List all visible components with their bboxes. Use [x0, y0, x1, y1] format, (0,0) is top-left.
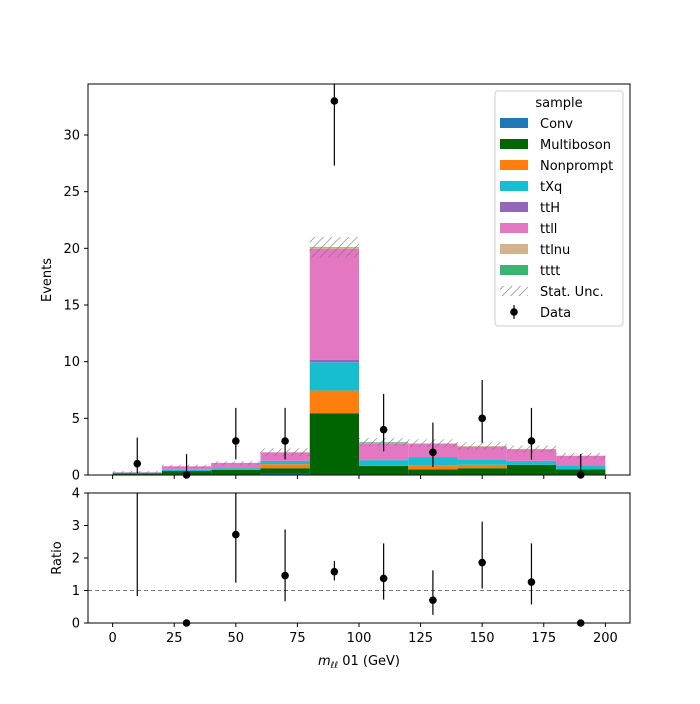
bar-txq-bin-3	[260, 461, 309, 464]
legend-label-ttlnu: ttlnu	[540, 243, 570, 258]
bar-multiboson-bin-5	[359, 466, 408, 475]
stat-unc-band-bin-2	[211, 461, 260, 464]
bar-multiboson-bin-3	[260, 468, 309, 474]
data-point-4	[331, 97, 339, 105]
bar-tth-bin-5	[359, 460, 408, 461]
ratio-y-tick-label: 4	[72, 487, 80, 502]
bar-tth-bin-3	[260, 461, 309, 462]
bar-multiboson-bin-7	[458, 468, 507, 474]
legend-label-ttll: ttll	[540, 222, 557, 237]
data-point-0	[133, 460, 141, 468]
ratio-plot-frame	[88, 493, 630, 623]
bar-multiboson-bin-2	[211, 470, 260, 475]
ratio-point-7	[478, 559, 486, 567]
legend-swatch-multiboson	[500, 139, 528, 149]
stat-unc-band-bin-7	[458, 442, 507, 450]
ratio-x-tick-label: 175	[531, 631, 556, 646]
legend-label-txq: tXq	[540, 180, 562, 195]
ratio-x-tick-label: 150	[470, 631, 495, 646]
bar-txq-bin-7	[458, 460, 507, 465]
legend-label-nonprompt: Nonprompt	[540, 159, 613, 174]
x-axis-label-symbol: m	[318, 654, 331, 669]
bar-multiboson-bin-6	[408, 469, 457, 474]
data-point-3	[281, 437, 289, 445]
legend-label-data: Data	[540, 306, 571, 321]
ratio-x-tick-label: 25	[166, 631, 183, 646]
ratio-y-tick-label: 3	[72, 519, 80, 534]
legend-swatch-tttt	[500, 265, 528, 275]
data-point-5	[380, 426, 388, 434]
ratio-y-tick-label: 0	[72, 617, 80, 632]
bar-multiboson-bin-8	[507, 465, 556, 475]
x-axis-label: mℓℓ 01 (GeV)	[318, 654, 400, 671]
main-y-tick-label: 30	[63, 129, 80, 144]
legend-swatch-tth	[500, 202, 528, 212]
x-axis-label-rest: 01 (GeV)	[338, 654, 400, 669]
ratio-points	[137, 493, 584, 627]
ratio-point-8	[528, 578, 536, 586]
bar-nonprompt-bin-4	[310, 391, 359, 414]
bar-multiboson-bin-0	[113, 473, 162, 474]
legend-swatch-stat-unc	[500, 286, 528, 296]
ratio-point-4	[331, 568, 339, 576]
main-plot: 0 5 10 15 20 25 30 Events sample Conv Multiboso…	[40, 84, 630, 484]
stat-unc-band-bin-4	[310, 237, 359, 257]
legend-label-conv: Conv	[540, 117, 573, 132]
ratio-y-ticks: 0 1 2 3 4	[72, 487, 88, 632]
main-y-axis-label: Events	[40, 258, 55, 302]
ratio-y-tick-label: 2	[72, 552, 80, 567]
legend-swatch-ttll	[500, 223, 528, 233]
main-y-tick-label: 10	[63, 355, 80, 370]
bar-nonprompt-bin-7	[458, 465, 507, 468]
ratio-x-tick-label: 0	[108, 631, 116, 646]
legend-swatch-conv	[500, 118, 528, 128]
ratio-x-tick-label: 100	[347, 631, 372, 646]
bar-txq-bin-4	[310, 362, 359, 390]
bar-tth-bin-7	[458, 459, 507, 460]
ratio-point-5	[380, 575, 388, 583]
legend-label-multiboson: Multiboson	[540, 138, 611, 153]
main-y-tick-label: 5	[72, 412, 80, 427]
ratio-y-tick-label: 1	[72, 584, 80, 599]
data-point-6	[429, 449, 437, 457]
bar-txq-bin-5	[359, 460, 408, 466]
data-point-8	[528, 437, 536, 445]
legend-swatch-txq	[500, 181, 528, 191]
main-y-tick-label: 0	[72, 469, 80, 484]
main-y-ticks: 0 5 10 15 20 25 30	[63, 129, 88, 484]
x-axis-label-subscript: ℓℓ	[330, 661, 338, 671]
ratio-x-tick-label: 75	[289, 631, 306, 646]
ratio-point-2	[232, 531, 240, 539]
legend-swatch-ttlnu	[500, 244, 528, 254]
main-y-tick-label: 20	[63, 242, 80, 257]
legend-label-tth: ttH	[540, 201, 560, 216]
bar-multiboson-bin-4	[310, 413, 359, 474]
ratio-plot: 0 1 2 3 4 0 25 50 75 100 125 150 175 200 Ratio mℓℓ 0…	[50, 487, 630, 672]
data-point-7	[478, 415, 486, 423]
ratio-point-3	[281, 572, 289, 580]
ratio-x-tick-label: 200	[593, 631, 618, 646]
ratio-x-tick-label: 50	[228, 631, 245, 646]
bar-txq-bin-2	[211, 468, 260, 470]
legend-label-tttt: tttt	[540, 264, 560, 279]
ratio-y-axis-label: Ratio	[50, 541, 65, 574]
main-y-tick-label: 25	[63, 185, 80, 200]
bar-tth-bin-4	[310, 360, 359, 362]
legend: sample Conv Multiboson Nonprompt tXq ttH ttll…	[495, 91, 623, 326]
ratio-x-ticks: 0 25 50 75 100 125 150 175 200	[108, 623, 617, 646]
bar-txq-bin-8	[507, 461, 556, 464]
bar-nonprompt-bin-3	[260, 464, 309, 468]
legend-label-stat-unc-: Stat. Unc.	[540, 285, 604, 300]
bar-ttll-bin-4	[310, 249, 359, 360]
ratio-x-tick-label: 125	[408, 631, 433, 646]
main-y-tick-label: 15	[63, 299, 80, 314]
legend-title: sample	[535, 96, 582, 111]
bar-tth-bin-8	[507, 461, 556, 462]
legend-swatch-nonprompt	[500, 160, 528, 170]
data-point-2	[232, 437, 240, 445]
legend-marker-data	[510, 308, 518, 316]
ratio-point-6	[429, 596, 437, 604]
